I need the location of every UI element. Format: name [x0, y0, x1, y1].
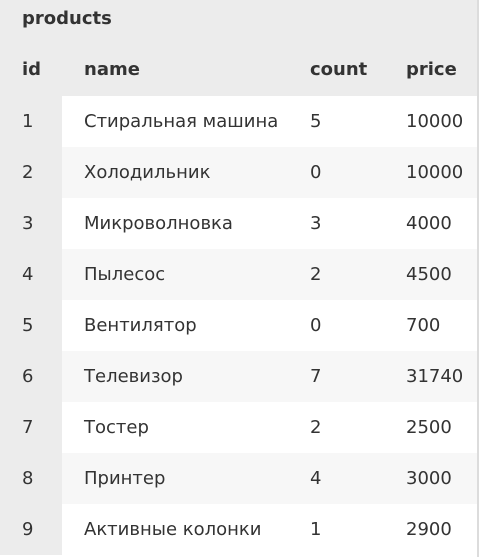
table-row[interactable]: 9 Активные колонки 1 2900: [0, 504, 479, 555]
column-header-price[interactable]: price: [406, 59, 457, 80]
cell-id: 9: [0, 504, 62, 555]
cell-price: 3000: [406, 468, 452, 489]
table-row[interactable]: 4 Пылесос 2 4500: [0, 249, 479, 300]
table-row[interactable]: 2 Холодильник 0 10000: [0, 147, 479, 198]
cell-price: 10000: [406, 162, 464, 183]
cell-count: 2: [310, 417, 322, 438]
cell-count: 0: [310, 315, 322, 336]
cell-price: 10000: [406, 111, 464, 132]
cell-price: 4000: [406, 213, 452, 234]
column-header-name[interactable]: name: [84, 59, 140, 80]
table-header-row: id name count price: [0, 43, 479, 96]
column-header-count[interactable]: count: [310, 59, 368, 80]
cell-name: Пылесос: [84, 264, 166, 285]
table-row[interactable]: 8 Принтер 4 3000: [0, 453, 479, 504]
cell-id: 4: [0, 249, 62, 300]
cell-count: 4: [310, 468, 322, 489]
cell-count: 3: [310, 213, 322, 234]
table-title: products: [0, 0, 479, 43]
cell-name: Тостер: [84, 417, 149, 438]
cell-price: 2900: [406, 519, 452, 540]
table-row[interactable]: 6 Телевизор 7 31740: [0, 351, 479, 402]
cell-price: 4500: [406, 264, 452, 285]
cell-id: 3: [0, 198, 62, 249]
column-header-id[interactable]: id: [22, 59, 42, 80]
cell-id: 6: [0, 351, 62, 402]
cell-name: Активные колонки: [84, 519, 262, 540]
cell-name: Телевизор: [84, 366, 183, 387]
cell-id: 1: [0, 96, 62, 147]
cell-name: Холодильник: [84, 162, 211, 183]
cell-price: 31740: [406, 366, 464, 387]
cell-count: 7: [310, 366, 322, 387]
cell-count: 2: [310, 264, 322, 285]
cell-name: Стиральная машина: [84, 111, 279, 132]
cell-price: 2500: [406, 417, 452, 438]
table-row[interactable]: 1 Стиральная машина 5 10000: [0, 96, 479, 147]
cell-count: 0: [310, 162, 322, 183]
cell-name: Принтер: [84, 468, 166, 489]
cell-name: Микроволновка: [84, 213, 233, 234]
cell-id: 5: [0, 300, 62, 351]
table-row[interactable]: 7 Тостер 2 2500: [0, 402, 479, 453]
cell-price: 700: [406, 315, 441, 336]
cell-count: 5: [310, 111, 322, 132]
table-right-border: [477, 0, 479, 557]
table-row[interactable]: 5 Вентилятор 0 700: [0, 300, 479, 351]
cell-id: 8: [0, 453, 62, 504]
cell-id: 7: [0, 402, 62, 453]
cell-count: 1: [310, 519, 322, 540]
cell-name: Вентилятор: [84, 315, 197, 336]
cell-id: 2: [0, 147, 62, 198]
table-row[interactable]: 3 Микроволновка 3 4000: [0, 198, 479, 249]
